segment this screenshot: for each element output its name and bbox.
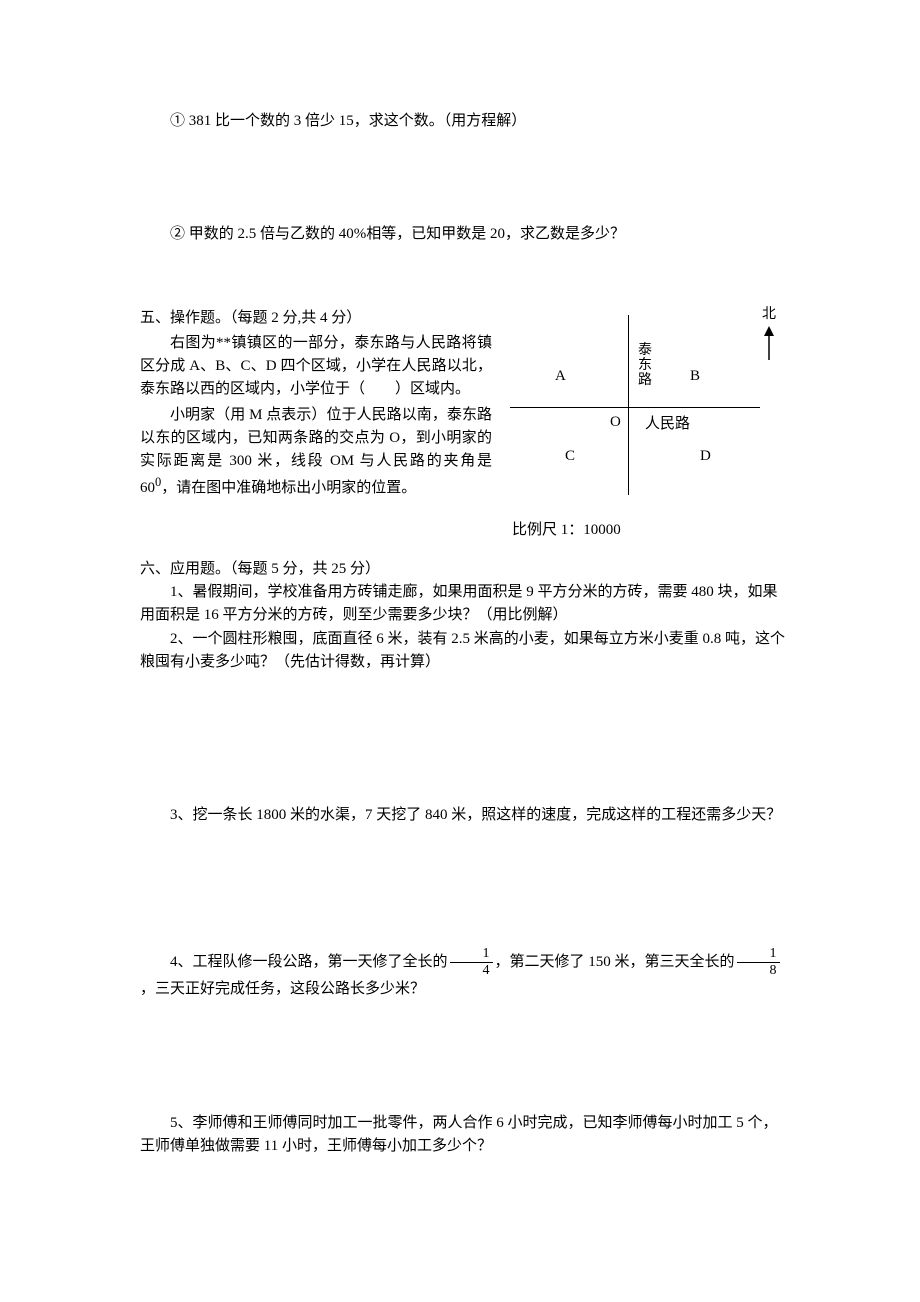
sec6-q2: 2、一个圆柱形粮囤，底面直径 6 米，装有 2.5 米高的小麦，如果每立方米小麦… — [140, 628, 790, 675]
region-a-label: A — [555, 365, 566, 388]
sec6-q1: 1、暑假期间，学校准备用方砖铺走廊，如果用面积是 9 平方分米的方砖，需要 48… — [140, 581, 790, 628]
map-diagram: 北 A B C D O 泰东路 人民 — [510, 307, 790, 542]
sec6-q4: 4、工程队修一段公路，第一天修了全长的14，第二天修了 150 米，第三天全长的… — [140, 947, 790, 1001]
region-c-label: C — [565, 445, 575, 468]
sec6-q5: 5、李师傅和王师傅同时加工一批零件，两人合作 6 小时完成，已知李师傅每小时加工… — [140, 1112, 790, 1159]
sec5-title: 五、操作题。（每题 2 分,共 4 分） — [140, 307, 492, 330]
sec6-title: 六、应用题。（每题 5 分，共 25 分） — [140, 558, 790, 581]
q4-sub1: ① 381 比一个数的 3 倍少 15，求这个数。（用方程解） — [140, 110, 790, 133]
road-vertical-label: 泰东路 — [638, 343, 654, 389]
fraction-1: 14 — [450, 947, 493, 978]
compass-label: 北 — [762, 307, 776, 322]
scale-label: 比例尺 1：10000 — [512, 519, 790, 542]
road-horizontal-label: 人民路 — [645, 413, 690, 436]
fraction-2: 18 — [737, 947, 780, 978]
region-b-label: B — [690, 365, 700, 388]
sec5-p2: 小明家（用 M 点表示）位于人民路以南，泰东路以东的区域内，已知两条路的交点为 … — [140, 404, 492, 501]
sec6-q3: 3、挖一条长 1800 米的水渠，7 天挖了 840 米，照这样的速度，完成这样… — [140, 804, 790, 827]
sec5-p1: 右图为**镇镇区的一部分，泰东路与人民路将镇区分成 A、B、C、D 四个区域，小… — [140, 332, 492, 402]
origin-label: O — [610, 411, 621, 434]
section-6: 六、应用题。（每题 5 分，共 25 分） 1、暑假期间，学校准备用方砖铺走廊，… — [140, 558, 790, 1158]
page: ① 381 比一个数的 3 倍少 15，求这个数。（用方程解） ② 甲数的 2.… — [0, 0, 920, 1302]
region-d-label: D — [700, 445, 711, 468]
q4-sub2: ② 甲数的 2.5 倍与乙数的 40%相等，已知甲数是 20，求乙数是多少？ — [140, 223, 790, 246]
section-5: 五、操作题。（每题 2 分,共 4 分） 右图为**镇镇区的一部分，泰东路与人民… — [140, 307, 790, 542]
sec5-p2b: ，请在图中准确地标出小明家的位置。 — [161, 480, 416, 496]
